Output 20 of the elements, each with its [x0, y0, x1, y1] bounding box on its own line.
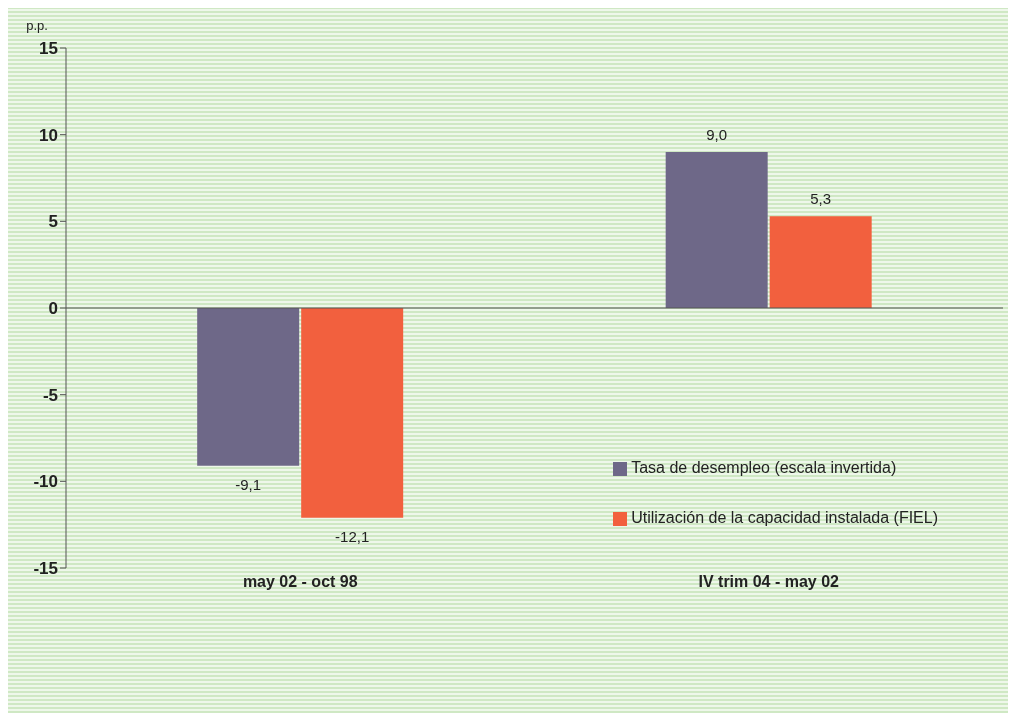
y-tick-label: 10: [39, 125, 58, 145]
y-tick-label: -5: [42, 385, 58, 405]
y-tick-label: -15: [33, 559, 58, 579]
y-tick-label: 15: [39, 39, 58, 59]
bar: [197, 308, 300, 466]
x-tick-label: IV trim 04 - may 02: [698, 573, 840, 591]
data-label: 9,0: [706, 126, 728, 143]
x-tick-label: may 02 - oct 98: [242, 573, 358, 591]
data-label: -12,1: [335, 527, 370, 545]
bar: [301, 308, 404, 518]
legend-label: Tasa de desempleo (escala invertida): [631, 459, 897, 476]
bar: [665, 152, 768, 308]
y-tick-label: 0: [48, 299, 58, 319]
legend-label: Utilización de la capacidad instalada (FIEL): [631, 509, 938, 526]
y-axis-title: p.p.: [26, 18, 48, 33]
y-tick-label: -10: [33, 472, 58, 492]
data-label: -9,1: [235, 475, 262, 493]
data-label: 5,3: [810, 190, 832, 208]
y-tick-label: 5: [48, 212, 58, 232]
bar: [769, 216, 872, 308]
